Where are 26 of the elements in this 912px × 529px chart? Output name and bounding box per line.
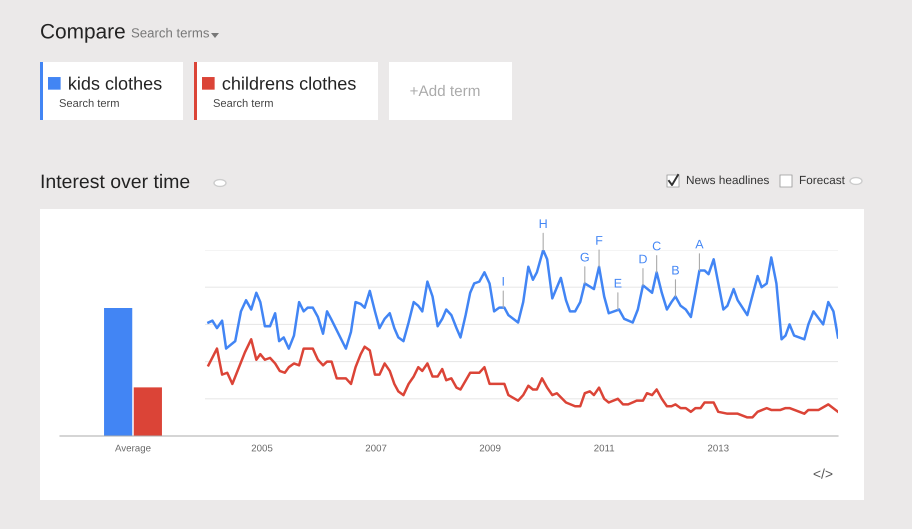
annotation: C: [652, 242, 661, 250]
text: </>: [814, 468, 832, 479]
chart-title: Interest over time: [42, 174, 190, 188]
x-tick-label: 2007: [366, 444, 386, 452]
annotation: E: [614, 278, 622, 288]
text: +Add term: [410, 84, 480, 96]
text: Compare: [41, 24, 125, 43]
legend-label: kids clothes: [69, 76, 162, 90]
text: Search term: [214, 98, 273, 107]
x-tick-label: 2009: [480, 444, 500, 452]
x-tick-label: 2013: [708, 444, 729, 452]
text: Search term: [60, 98, 119, 107]
annotation: D: [639, 254, 647, 264]
x-tick-label: Average: [115, 444, 151, 454]
legend-label: childrens clothes: [222, 76, 356, 90]
annotation: I: [502, 277, 504, 286]
text: Search terms: [132, 28, 209, 38]
x-tick-label: 2005: [252, 444, 272, 452]
annotation: F: [596, 236, 602, 245]
annotation: G: [580, 252, 589, 262]
annotation: B: [672, 266, 679, 274]
text: News headlines: [686, 176, 769, 184]
x-tick-label: 2011: [594, 444, 614, 452]
annotation: H: [540, 219, 547, 228]
text: Forecast: [800, 176, 845, 184]
annotation: A: [695, 240, 704, 248]
